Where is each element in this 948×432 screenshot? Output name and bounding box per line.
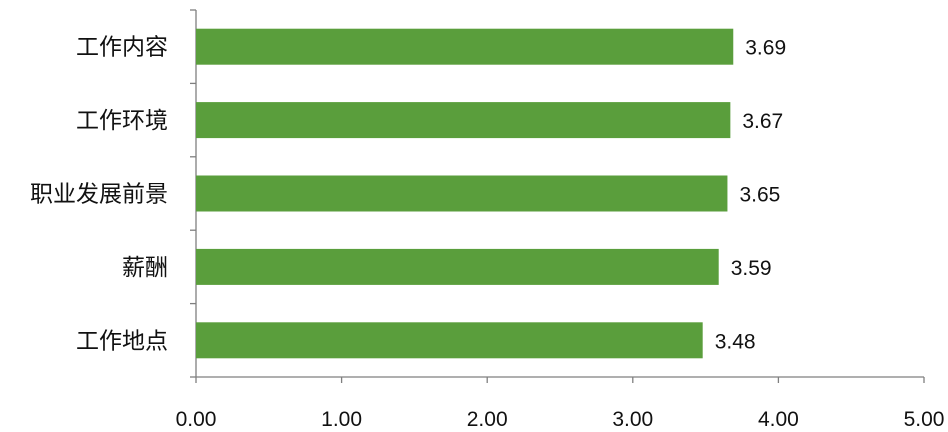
category-label: 工作环境 — [76, 108, 168, 134]
bar — [196, 322, 703, 359]
category-label: 职业发展前景 — [30, 182, 168, 208]
x-tick-label: 3.00 — [612, 408, 653, 431]
x-tick-label: 2.00 — [467, 408, 508, 431]
bar — [196, 102, 731, 139]
data-label: 3.67 — [742, 110, 783, 133]
x-tick-label: 0.00 — [176, 408, 217, 431]
bar — [196, 248, 719, 285]
bar — [196, 28, 734, 65]
x-tick-label: 4.00 — [758, 408, 799, 431]
bar — [196, 175, 728, 212]
chart-bars — [196, 28, 734, 359]
data-label: 3.48 — [715, 330, 756, 353]
data-label: 3.65 — [739, 184, 780, 207]
data-label: 3.59 — [731, 257, 772, 280]
chart-labels: 0.00 1.00 2.00 3.00 4.00 5.00 工作内容 3.69 工作环境 3.67… — [30, 35, 944, 431]
category-label: 工作地点 — [76, 328, 168, 354]
category-label: 工作内容 — [76, 35, 168, 61]
data-label: 3.69 — [745, 37, 786, 60]
x-tick-label: 5.00 — [904, 408, 945, 431]
x-tick-label: 1.00 — [321, 408, 362, 431]
category-label: 薪酬 — [122, 255, 168, 281]
